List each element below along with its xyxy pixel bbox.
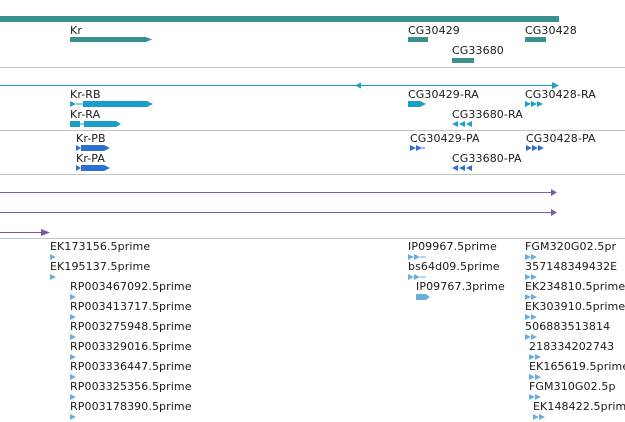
- transcript-cg30428-ra[interactable]: [0, 68, 625, 130]
- est-track: EK173156.5prime EK195137.5prime RP003467…: [0, 239, 625, 422]
- protein-cg33680-pa[interactable]: [0, 131, 625, 174]
- protein-label-kr-pb[interactable]: Kr-PB: [76, 132, 106, 145]
- gene-cg30429[interactable]: [408, 37, 428, 42]
- transcript-label-kr-rb[interactable]: Kr-RB: [70, 88, 101, 101]
- est-glyphs[interactable]: [0, 239, 625, 422]
- transcript-track: Kr-RB Kr-RA CG30429-RA CG30428-RA CG3368…: [0, 68, 625, 130]
- gene-label-cg30428[interactable]: CG30428: [525, 24, 577, 37]
- gene-kr-arrow: [146, 37, 152, 42]
- gene-cg30428[interactable]: [525, 37, 546, 42]
- est-label[interactable]: RP003336447.5prime: [70, 360, 192, 373]
- est-label[interactable]: RP003325356.5prime: [70, 380, 192, 393]
- est-label[interactable]: 218334202743: [529, 340, 615, 353]
- gene-cg33680[interactable]: [452, 58, 474, 63]
- track-separator: [0, 238, 625, 239]
- gene-track: Kr CG30429 CG30428 CG33680: [0, 0, 625, 67]
- protein-label-cg30428-pa[interactable]: CG30428-PA: [526, 132, 596, 145]
- protein-label-cg33680-pa[interactable]: CG33680-PA: [452, 152, 522, 165]
- protein-track: Kr-PB Kr-PA CG30429-PA CG30428-PA CG3368…: [0, 131, 625, 174]
- est-label[interactable]: IP09967.5prime: [408, 240, 497, 253]
- transcript-cg33680-ra[interactable]: [0, 68, 625, 130]
- est-label[interactable]: RP003178390.5prime: [70, 400, 192, 413]
- transcript-kr-ra[interactable]: [0, 68, 625, 130]
- transcript-label-cg30428-ra[interactable]: CG30428-RA: [525, 88, 596, 101]
- est-label[interactable]: RP003329016.5prime: [70, 340, 192, 353]
- est-label[interactable]: FGM320G02.5pr: [525, 240, 617, 253]
- transcript-label-kr-ra[interactable]: Kr-RA: [70, 108, 101, 121]
- gene-label-cg33680[interactable]: CG33680: [452, 44, 504, 57]
- transcript-kr-rb[interactable]: [0, 68, 625, 130]
- est-label[interactable]: EK173156.5prime: [50, 240, 151, 253]
- protein-kr-pb[interactable]: [0, 131, 625, 174]
- segment-lines[interactable]: [0, 175, 625, 238]
- gene-kr[interactable]: [70, 37, 146, 42]
- transcript-cg30429-ra[interactable]: [0, 68, 625, 130]
- track-separator: [0, 67, 625, 68]
- track-separator: [0, 174, 625, 175]
- est-label[interactable]: bs64d09.5prime: [408, 260, 500, 273]
- est-label[interactable]: 357148349432E: [525, 260, 618, 273]
- track-separator: [0, 130, 625, 131]
- est-label[interactable]: EK303910.5prime: [525, 300, 625, 313]
- protein-cg30428-pa[interactable]: [0, 131, 625, 174]
- est-label[interactable]: EK148422.5prime: [533, 400, 625, 413]
- est-label[interactable]: RP003413717.5prime: [70, 300, 192, 313]
- segment-track: [0, 175, 625, 238]
- est-label[interactable]: EK165619.5prime: [529, 360, 625, 373]
- protein-kr-pa[interactable]: [0, 131, 625, 174]
- est-label[interactable]: RP003467092.5prime: [70, 280, 192, 293]
- est-label[interactable]: EK234810.5prime: [525, 280, 625, 293]
- est-label[interactable]: RP003275948.5prime: [70, 320, 192, 333]
- gene-region-bar[interactable]: [0, 16, 559, 22]
- protein-label-kr-pa[interactable]: Kr-PA: [76, 152, 105, 165]
- est-label[interactable]: FGM310G02.5p: [529, 380, 616, 393]
- est-label[interactable]: IP09767.3prime: [416, 280, 505, 293]
- protein-label-cg30429-pa[interactable]: CG30429-PA: [410, 132, 480, 145]
- est-label[interactable]: EK195137.5prime: [50, 260, 151, 273]
- transcript-span-arrows: [355, 82, 559, 89]
- transcript-span-line[interactable]: [0, 85, 557, 86]
- gene-label-cg30429[interactable]: CG30429: [408, 24, 460, 37]
- protein-cg30429-pa[interactable]: [0, 131, 625, 174]
- transcript-label-cg33680-ra[interactable]: CG33680-RA: [452, 108, 523, 121]
- est-label[interactable]: 506883513814: [525, 320, 611, 333]
- gene-label-kr[interactable]: Kr: [70, 24, 82, 37]
- transcript-label-cg30429-ra[interactable]: CG30429-RA: [408, 88, 479, 101]
